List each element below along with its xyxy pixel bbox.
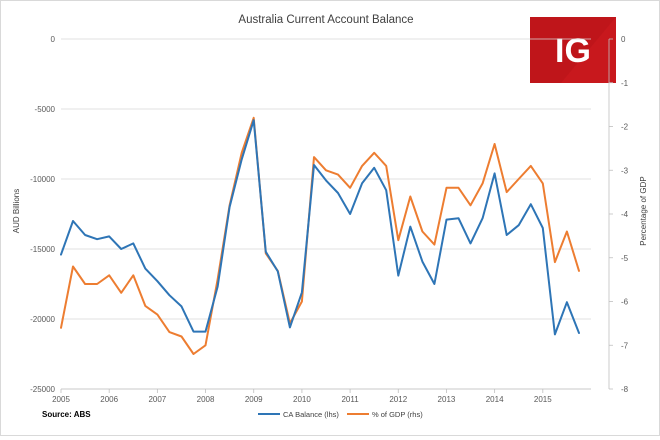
x-tick-label: 2013 (438, 395, 456, 404)
right-tick-label: 0 (621, 35, 626, 44)
left-tick-label: -15000 (30, 245, 55, 254)
series-layer (60, 116, 580, 355)
x-tick-label: 2012 (389, 395, 407, 404)
series-line-ca-balance (60, 119, 580, 336)
right-tick-label: -7 (621, 341, 629, 350)
x-axis-ticks: 2005 2006 2007 2008 2009 2010 2011 2012 2013 2014… (52, 388, 591, 404)
right-tick-label: -4 (621, 210, 629, 219)
ig-logo-text: IG (555, 32, 591, 70)
x-tick-label: 2015 (534, 395, 552, 404)
x-tick-label: 2008 (197, 395, 215, 404)
x-tick-label: 2014 (486, 395, 504, 404)
right-axis-title: Percentage of GDP (639, 176, 648, 245)
right-tick-label: -6 (621, 298, 629, 307)
legend: CA Balance (lhs) % of GDP (rhs) (258, 410, 423, 419)
x-tick-label: 2007 (148, 395, 166, 404)
right-tick-label: -3 (621, 166, 629, 175)
x-tick-label: 2010 (293, 395, 311, 404)
chart-title: Australia Current Account Balance (238, 14, 413, 26)
right-tick-label: -8 (621, 385, 629, 394)
x-tick-label: 2005 (52, 395, 70, 404)
left-tick-label: -25000 (30, 385, 55, 394)
left-tick-label: -10000 (30, 175, 55, 184)
ig-logo-shade (530, 17, 616, 83)
x-tick-label: 2006 (100, 395, 118, 404)
right-tick-label: -2 (621, 123, 629, 132)
left-axis-title: AUD Billions (12, 189, 21, 233)
legend-label-pct-gdp: % of GDP (rhs) (372, 410, 423, 419)
left-tick-label: 0 (51, 35, 56, 44)
right-axis-ticks: 0 -1 -2 -3 -4 -5 -6 -7 -8 (608, 35, 629, 394)
left-tick-label: -20000 (30, 315, 55, 324)
ig-logo: IG (530, 17, 616, 83)
source-note: Source: ABS (42, 410, 91, 419)
chart-grid (61, 38, 591, 390)
left-axis-ticks: 0 -5000 -10000 -15000 -20000 -25000 (30, 35, 55, 394)
right-tick-label: -1 (621, 79, 629, 88)
x-tick-label: 2011 (341, 395, 359, 404)
legend-label-ca-balance: CA Balance (lhs) (283, 410, 339, 419)
x-tick-label: 2009 (245, 395, 263, 404)
right-tick-label: -5 (621, 254, 629, 263)
left-tick-label: -5000 (35, 105, 56, 114)
series-line-pct-gdp (60, 116, 580, 355)
ig-logo-background (530, 17, 616, 83)
